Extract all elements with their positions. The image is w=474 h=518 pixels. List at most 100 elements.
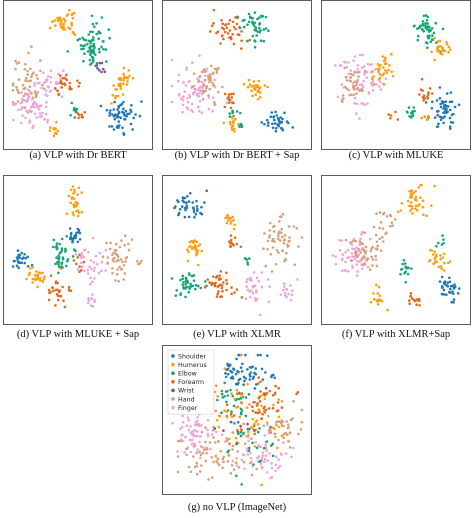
point-forearm <box>240 30 243 33</box>
point-shoulder <box>259 353 262 357</box>
point-forearm <box>271 406 275 410</box>
point-elbow <box>407 266 410 270</box>
point-humerus <box>122 72 125 76</box>
point-hand <box>225 437 228 440</box>
point-finger <box>33 112 37 116</box>
point-hand <box>277 230 281 233</box>
point-elbow <box>411 110 414 113</box>
point-hand <box>287 423 290 427</box>
point-humerus <box>448 260 452 263</box>
point-hand <box>29 67 32 71</box>
point-hand <box>356 87 359 90</box>
point-forearm <box>62 299 65 302</box>
point-hand <box>209 78 212 81</box>
point-finger <box>98 251 102 255</box>
point-shoulder <box>443 115 446 118</box>
point-finger <box>100 260 104 264</box>
point-hand <box>295 227 299 230</box>
point-elbow <box>192 274 196 277</box>
point-elbow <box>184 280 188 283</box>
point-shoulder <box>442 288 446 292</box>
point-hand <box>27 79 30 83</box>
point-shoulder <box>435 99 439 102</box>
point-elbow <box>435 245 438 248</box>
point-humerus <box>127 69 130 72</box>
point-finger <box>362 79 365 83</box>
point-hand <box>121 260 124 264</box>
point-shoulder <box>444 100 448 103</box>
point-forearm <box>218 274 221 277</box>
point-hand <box>28 85 32 88</box>
point-shoulder <box>117 110 121 114</box>
point-hand <box>137 262 140 266</box>
point-forearm <box>80 113 84 117</box>
point-finger <box>38 81 41 85</box>
point-shoulder <box>21 257 24 261</box>
point-hand <box>198 470 202 473</box>
point-shoulder <box>285 120 289 123</box>
point-finger <box>36 105 39 109</box>
point-finger <box>191 430 195 433</box>
point-elbow <box>187 290 191 294</box>
point-finger <box>289 298 293 302</box>
point-elbow <box>254 40 257 43</box>
point-shoulder <box>283 111 286 115</box>
point-forearm <box>78 81 81 85</box>
point-shoulder <box>279 120 282 124</box>
point-finger <box>49 81 53 84</box>
point-finger <box>198 91 201 95</box>
point-humerus <box>200 249 204 253</box>
point-elbow <box>406 111 409 114</box>
point-finger <box>246 435 250 439</box>
point-shoulder <box>273 376 276 380</box>
caption-f: (f) VLP with XLMR+Sap <box>341 329 451 340</box>
point-humerus <box>233 130 236 133</box>
point-elbow <box>108 36 111 40</box>
point-shoulder <box>449 127 452 130</box>
point-hand <box>15 85 18 89</box>
point-hand <box>114 249 118 252</box>
point-hand <box>267 414 270 418</box>
point-elbow <box>92 50 96 54</box>
point-humerus <box>377 285 381 289</box>
point-elbow <box>102 47 105 51</box>
point-shoulder <box>19 261 23 264</box>
point-forearm <box>218 277 221 280</box>
point-hand <box>23 67 27 71</box>
point-forearm <box>227 95 230 99</box>
point-elbow <box>54 245 58 249</box>
point-forearm <box>77 116 80 120</box>
point-humerus <box>36 285 39 289</box>
point-hand <box>391 224 394 227</box>
point-finger <box>76 268 80 271</box>
point-finger <box>41 111 44 115</box>
scatter-plot-c <box>321 0 471 150</box>
point-hand <box>23 106 27 109</box>
point-humerus <box>378 294 382 298</box>
point-finger <box>199 89 202 92</box>
point-finger <box>198 54 201 57</box>
legend-box <box>167 349 215 415</box>
point-hand <box>242 460 246 464</box>
point-hand <box>123 234 127 237</box>
point-elbow <box>256 430 260 434</box>
point-finger <box>184 435 187 439</box>
point-finger <box>282 441 285 444</box>
point-humerus <box>372 292 375 295</box>
point-finger <box>257 279 261 283</box>
point-finger <box>357 253 361 257</box>
point-forearm <box>421 96 425 99</box>
point-finger <box>89 259 93 262</box>
point-finger <box>355 274 359 277</box>
point-elbow <box>251 21 254 24</box>
point-elbow <box>258 26 261 30</box>
point-finger <box>290 293 294 297</box>
point-hand <box>268 221 272 225</box>
point-forearm <box>257 382 260 385</box>
point-shoulder <box>264 387 268 390</box>
point-finger <box>180 434 183 437</box>
point-finger <box>344 260 347 264</box>
point-forearm <box>271 394 275 397</box>
point-humerus <box>425 214 428 217</box>
point-elbow <box>399 272 402 276</box>
